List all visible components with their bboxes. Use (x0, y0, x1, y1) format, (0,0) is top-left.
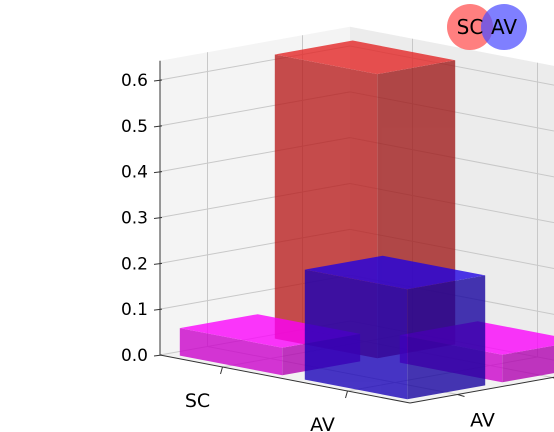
legend-circle-av (481, 4, 527, 50)
z-tick-mark (153, 171, 163, 174)
legend: SC AV (447, 4, 527, 50)
z-tick-label: 0.2 (121, 254, 148, 274)
bar-front-face (179, 328, 283, 376)
x-axis-line (159, 354, 411, 404)
bar-top-face (304, 255, 486, 290)
bar-top-face (274, 40, 456, 75)
z-tick-label: 0.1 (121, 300, 148, 320)
x-tick-mark (345, 390, 348, 399)
bar-av-av (304, 255, 486, 400)
z-tick-label: 0.6 (121, 71, 148, 91)
z-tick-mark (153, 308, 163, 311)
bars (179, 40, 554, 400)
legend-label-sc: SC (457, 15, 484, 39)
axis-lines (153, 60, 554, 404)
z-tick-label: 0.3 (121, 209, 148, 229)
legend-label-av: AV (491, 15, 517, 39)
z-tick-label: 0.4 (121, 163, 148, 183)
x-tick-label: SC (185, 390, 210, 412)
z-tick-mark (153, 125, 163, 128)
legend-circle-sc (447, 4, 493, 50)
y-axis-line (409, 376, 554, 404)
z-tick-mark (153, 79, 163, 82)
z-tick-mark (153, 217, 163, 219)
x-tick-mark (220, 366, 223, 375)
bar-front-face (304, 269, 408, 400)
y-tick-label: AV (470, 410, 495, 432)
z-tick-mark (153, 354, 163, 357)
bar-side-face (407, 275, 486, 400)
x-tick-label: AV (310, 414, 335, 432)
bar-side-face (502, 345, 554, 383)
y-tick-mark (457, 394, 465, 397)
z-tick-label: 0.0 (121, 346, 148, 366)
z-tick-mark (153, 262, 163, 265)
z-tick-label: 0.5 (121, 117, 148, 137)
